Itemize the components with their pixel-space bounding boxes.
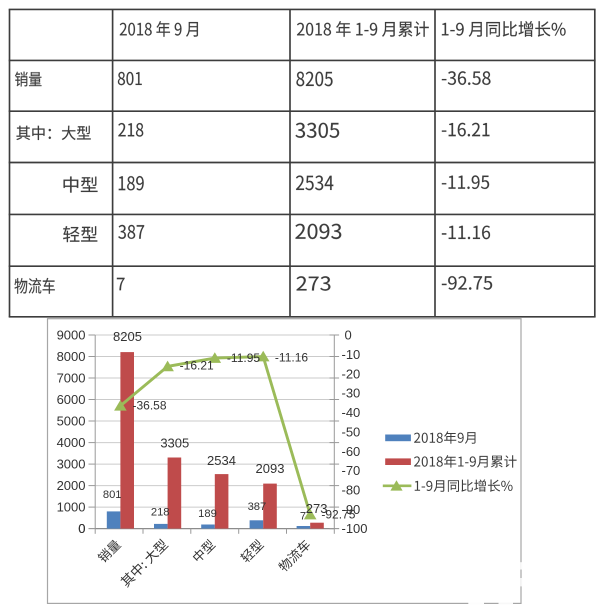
svg-text:-92.75: -92.75 (321, 508, 355, 522)
svg-text:218: 218 (151, 507, 170, 519)
svg-text:-36.58: -36.58 (132, 399, 166, 413)
svg-text:-60: -60 (342, 444, 361, 459)
svg-text:7000: 7000 (57, 371, 86, 386)
svg-text:4000: 4000 (57, 435, 86, 450)
svg-text:-50: -50 (342, 424, 361, 439)
svg-text:-100: -100 (342, 521, 368, 536)
svg-text:2000: 2000 (57, 478, 86, 493)
svg-text:8000: 8000 (57, 349, 86, 364)
svg-text:6000: 6000 (57, 392, 86, 407)
svg-text:189: 189 (198, 508, 217, 520)
svg-text:5000: 5000 (57, 414, 86, 429)
svg-text:8205: 8205 (113, 329, 142, 344)
svg-text:-11.95: -11.95 (227, 351, 260, 365)
svg-text:-20: -20 (342, 366, 361, 381)
svg-text:3000: 3000 (57, 457, 86, 472)
svg-text:0: 0 (78, 521, 85, 536)
svg-text:2534: 2534 (207, 453, 236, 468)
svg-text:3305: 3305 (160, 435, 189, 450)
svg-text:273: 273 (306, 501, 328, 516)
svg-text:0: 0 (345, 328, 352, 343)
svg-text:-30: -30 (342, 386, 361, 401)
svg-text:-16.21: -16.21 (180, 358, 214, 372)
svg-text:0: 0 (78, 521, 85, 536)
svg-text:9000: 9000 (57, 328, 86, 343)
svg-text:7: 7 (300, 510, 306, 522)
svg-text:-80: -80 (342, 483, 361, 498)
svg-text:2093: 2093 (256, 461, 285, 476)
svg-text:801: 801 (103, 489, 122, 501)
svg-text:387: 387 (248, 501, 267, 513)
svg-text:-10: -10 (342, 347, 361, 362)
svg-text:1000: 1000 (57, 500, 86, 515)
svg-text:-70: -70 (342, 463, 361, 478)
svg-text:-11.16: -11.16 (275, 350, 308, 364)
svg-text:-40: -40 (342, 405, 361, 420)
svg-text:-90: -90 (342, 502, 361, 517)
